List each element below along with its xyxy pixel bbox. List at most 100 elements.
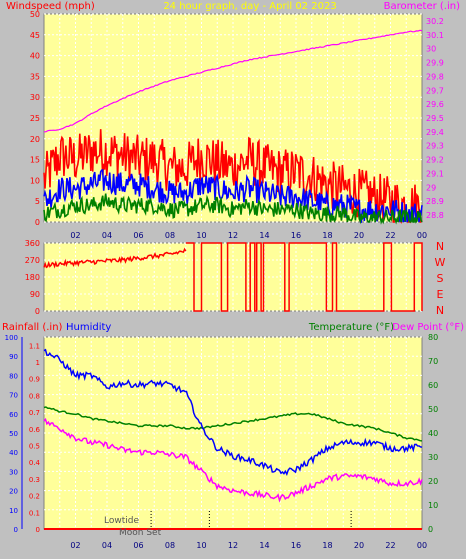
top-x-tick-label: 02 [70,231,80,240]
windspeed-axis-title: Windspeed (mph) [6,1,95,12]
top-x-tick-label: 08 [165,231,175,240]
compass-label-1: W [435,256,446,269]
humidity-line [43,348,423,476]
humidity-y-tick-label: 80 [9,372,18,380]
rain-y-tick-label: 0.2 [29,493,40,501]
humidity-y-tick-label: 90 [9,353,18,361]
temp-y-tick-label: 70 [428,357,438,366]
top-x-tick-label: 12 [228,231,238,240]
top-x-tick-label: 22 [385,231,395,240]
top-x-tick-label: 06 [133,231,143,240]
top-x-tick-label: 14 [259,231,269,240]
wind-y-tick-label: 40 [30,52,40,61]
humidity-axis-title: Humidity [66,322,111,333]
rain-y-tick-label: 0 [36,526,40,534]
baro-y-tick-label: 29.3 [426,142,444,151]
wind-y-tick-label: 25 [30,114,40,123]
humidity-y-tick-label: 0 [14,526,18,534]
rain-y-tick-label: 0.8 [29,392,40,400]
humidity-y-tick-label: 30 [9,468,18,476]
rain-y-tick-label: 1.1 [29,342,40,350]
bottom-x-tick-label: 22 [385,541,395,550]
temp-y-tick-label: 0 [428,525,433,534]
dewpoint-line [43,417,423,503]
humidity-y-tick-label: 20 [9,488,18,496]
baro-y-tick-label: 30.2 [426,17,444,26]
temp-y-tick-label: 60 [428,381,438,390]
baro-y-tick-label: 29.8 [426,72,444,81]
dewpoint-axis-title: Dew Point (°F) [392,322,464,333]
bottom-x-tick-label: 08 [165,541,175,550]
humidity-y-tick-label: 40 [9,449,18,457]
baro-y-tick-label: 29.5 [426,114,444,123]
baro-y-tick-label: 29.1 [426,169,444,178]
wind-y-tick-label: 5 [35,197,40,206]
lowtide-label: Lowtide [104,516,139,526]
bottom-x-tick-label: 16 [291,541,301,550]
top-x-tick-label: 00 [417,231,427,240]
graph-date-title: 24 hour graph, day - April 02 2023 [163,1,336,12]
bottom-x-tick-label: 00 [417,541,427,550]
compass-label-3: E [437,288,444,301]
top-x-tick-label: 04 [102,231,112,240]
rain-y-tick-label: 0.1 [29,509,40,517]
rain-y-tick-label: 1 [36,359,40,367]
humidity-y-tick-label: 50 [9,430,18,438]
temp-y-tick-label: 80 [428,333,438,342]
barometer-line [44,29,423,133]
wind-y-tick-label: 45 [30,31,40,40]
rain-y-tick-label: 0.4 [29,459,41,467]
dir-y-tick-label: 180 [25,273,40,282]
baro-y-tick-label: 29.7 [426,86,444,95]
bottom-x-tick-label: 20 [354,541,364,550]
top-x-tick-label: 18 [322,231,332,240]
rainfall-axis-title: Rainfall (.in) [2,322,63,333]
wind-avg-line [43,169,423,224]
temperature-axis-title: Temperature (°F) [308,322,394,333]
humidity-y-tick-label: 10 [9,507,18,515]
wind-gust-line [43,129,423,224]
temp-y-tick-label: 20 [428,477,438,486]
wind-y-tick-label: 20 [30,135,40,144]
moonset-label: Moon Set [119,528,162,538]
bottom-x-tick-label: 02 [70,541,80,550]
humidity-y-tick-label: 100 [5,334,18,342]
compass-label-0: N [436,240,444,253]
wind-y-tick-label: 0 [35,218,40,227]
rain-y-tick-label: 0.9 [29,376,40,384]
humidity-y-tick-label: 70 [9,392,18,400]
baro-y-tick-label: 28.9 [426,197,444,206]
bottom-x-tick-label: 12 [228,541,238,550]
wind-y-tick-label: 30 [30,93,40,102]
humidity-y-tick-label: 60 [9,411,18,419]
rain-y-tick-label: 0.5 [29,443,40,451]
dir-y-tick-label: 90 [30,290,40,299]
bottom-x-tick-label: 04 [102,541,112,550]
baro-y-tick-label: 29.6 [426,100,444,109]
bottom-x-tick-label: 18 [322,541,332,550]
temp-y-tick-label: 30 [428,453,438,462]
temp-y-tick-label: 40 [428,429,438,438]
compass-label-2: S [437,272,444,285]
wind-y-tick-label: 50 [30,10,40,19]
data-marks [21,29,423,530]
temp-y-tick-label: 50 [428,405,438,414]
wind-low-line [43,193,423,225]
compass-label-4: N [436,304,444,317]
baro-y-tick-label: 30.1 [426,31,444,40]
wind-y-tick-label: 35 [30,72,40,81]
wind-y-tick-label: 10 [30,176,40,185]
tick-labels: 0202040406060808101012121414161618182020… [5,10,444,550]
bottom-x-tick-label: 14 [259,541,269,550]
baro-y-tick-label: 29.9 [426,59,444,68]
wind-direction-line [43,247,187,269]
barometer-axis-title: Barometer (.in) [384,1,460,12]
baro-y-tick-label: 29.4 [426,128,444,137]
top-x-tick-label: 16 [291,231,301,240]
bottom-x-tick-label: 10 [196,541,206,550]
dir-y-tick-label: 360 [25,239,40,248]
dir-y-tick-label: 0 [35,307,40,316]
temp-y-tick-label: 10 [428,501,438,510]
